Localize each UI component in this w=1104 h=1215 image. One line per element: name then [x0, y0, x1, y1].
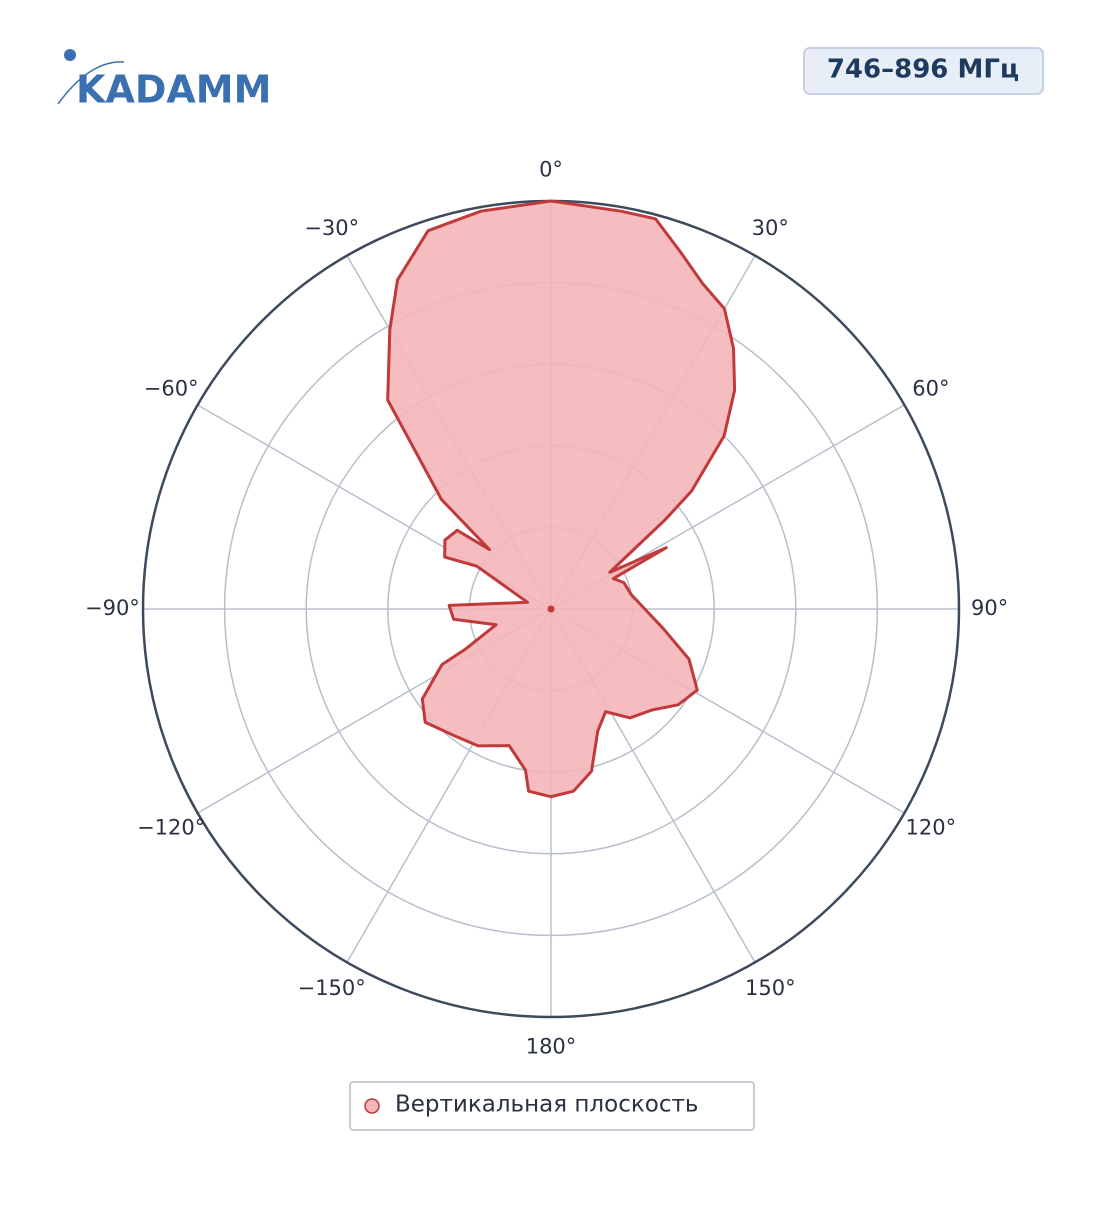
- band-badge: [803, 47, 1044, 95]
- angular-tick-label: −150°: [298, 976, 366, 1000]
- angular-tick-label: −30°: [304, 216, 359, 240]
- logo-arc: [57, 61, 125, 105]
- angular-tick-label: −120°: [137, 815, 205, 839]
- center-dot: [547, 605, 555, 613]
- angular-tick-label: −90°: [85, 596, 140, 620]
- angular-tick-label: 30°: [752, 216, 789, 240]
- legend-label: Вертикальная плоскость: [395, 1092, 698, 1118]
- angular-tick-label: 0°: [539, 157, 563, 181]
- logo-dot: [64, 49, 76, 61]
- angular-tick-label: 150°: [745, 976, 796, 1000]
- angular-tick-label: 90°: [971, 596, 1008, 620]
- angular-tick-label: 60°: [912, 377, 949, 401]
- pattern-area: [386, 199, 737, 799]
- angular-tick-label: −60°: [144, 377, 199, 401]
- legend-box: [349, 1081, 755, 1131]
- logo-text: KADAMM: [76, 68, 271, 112]
- angular-tick-label: 180°: [526, 1035, 577, 1059]
- logo: KADAMM: [57, 49, 271, 112]
- band-label: 746–896 МГц: [827, 55, 1019, 85]
- legend-marker: [364, 1098, 380, 1114]
- angular-tick-label: 120°: [906, 815, 957, 839]
